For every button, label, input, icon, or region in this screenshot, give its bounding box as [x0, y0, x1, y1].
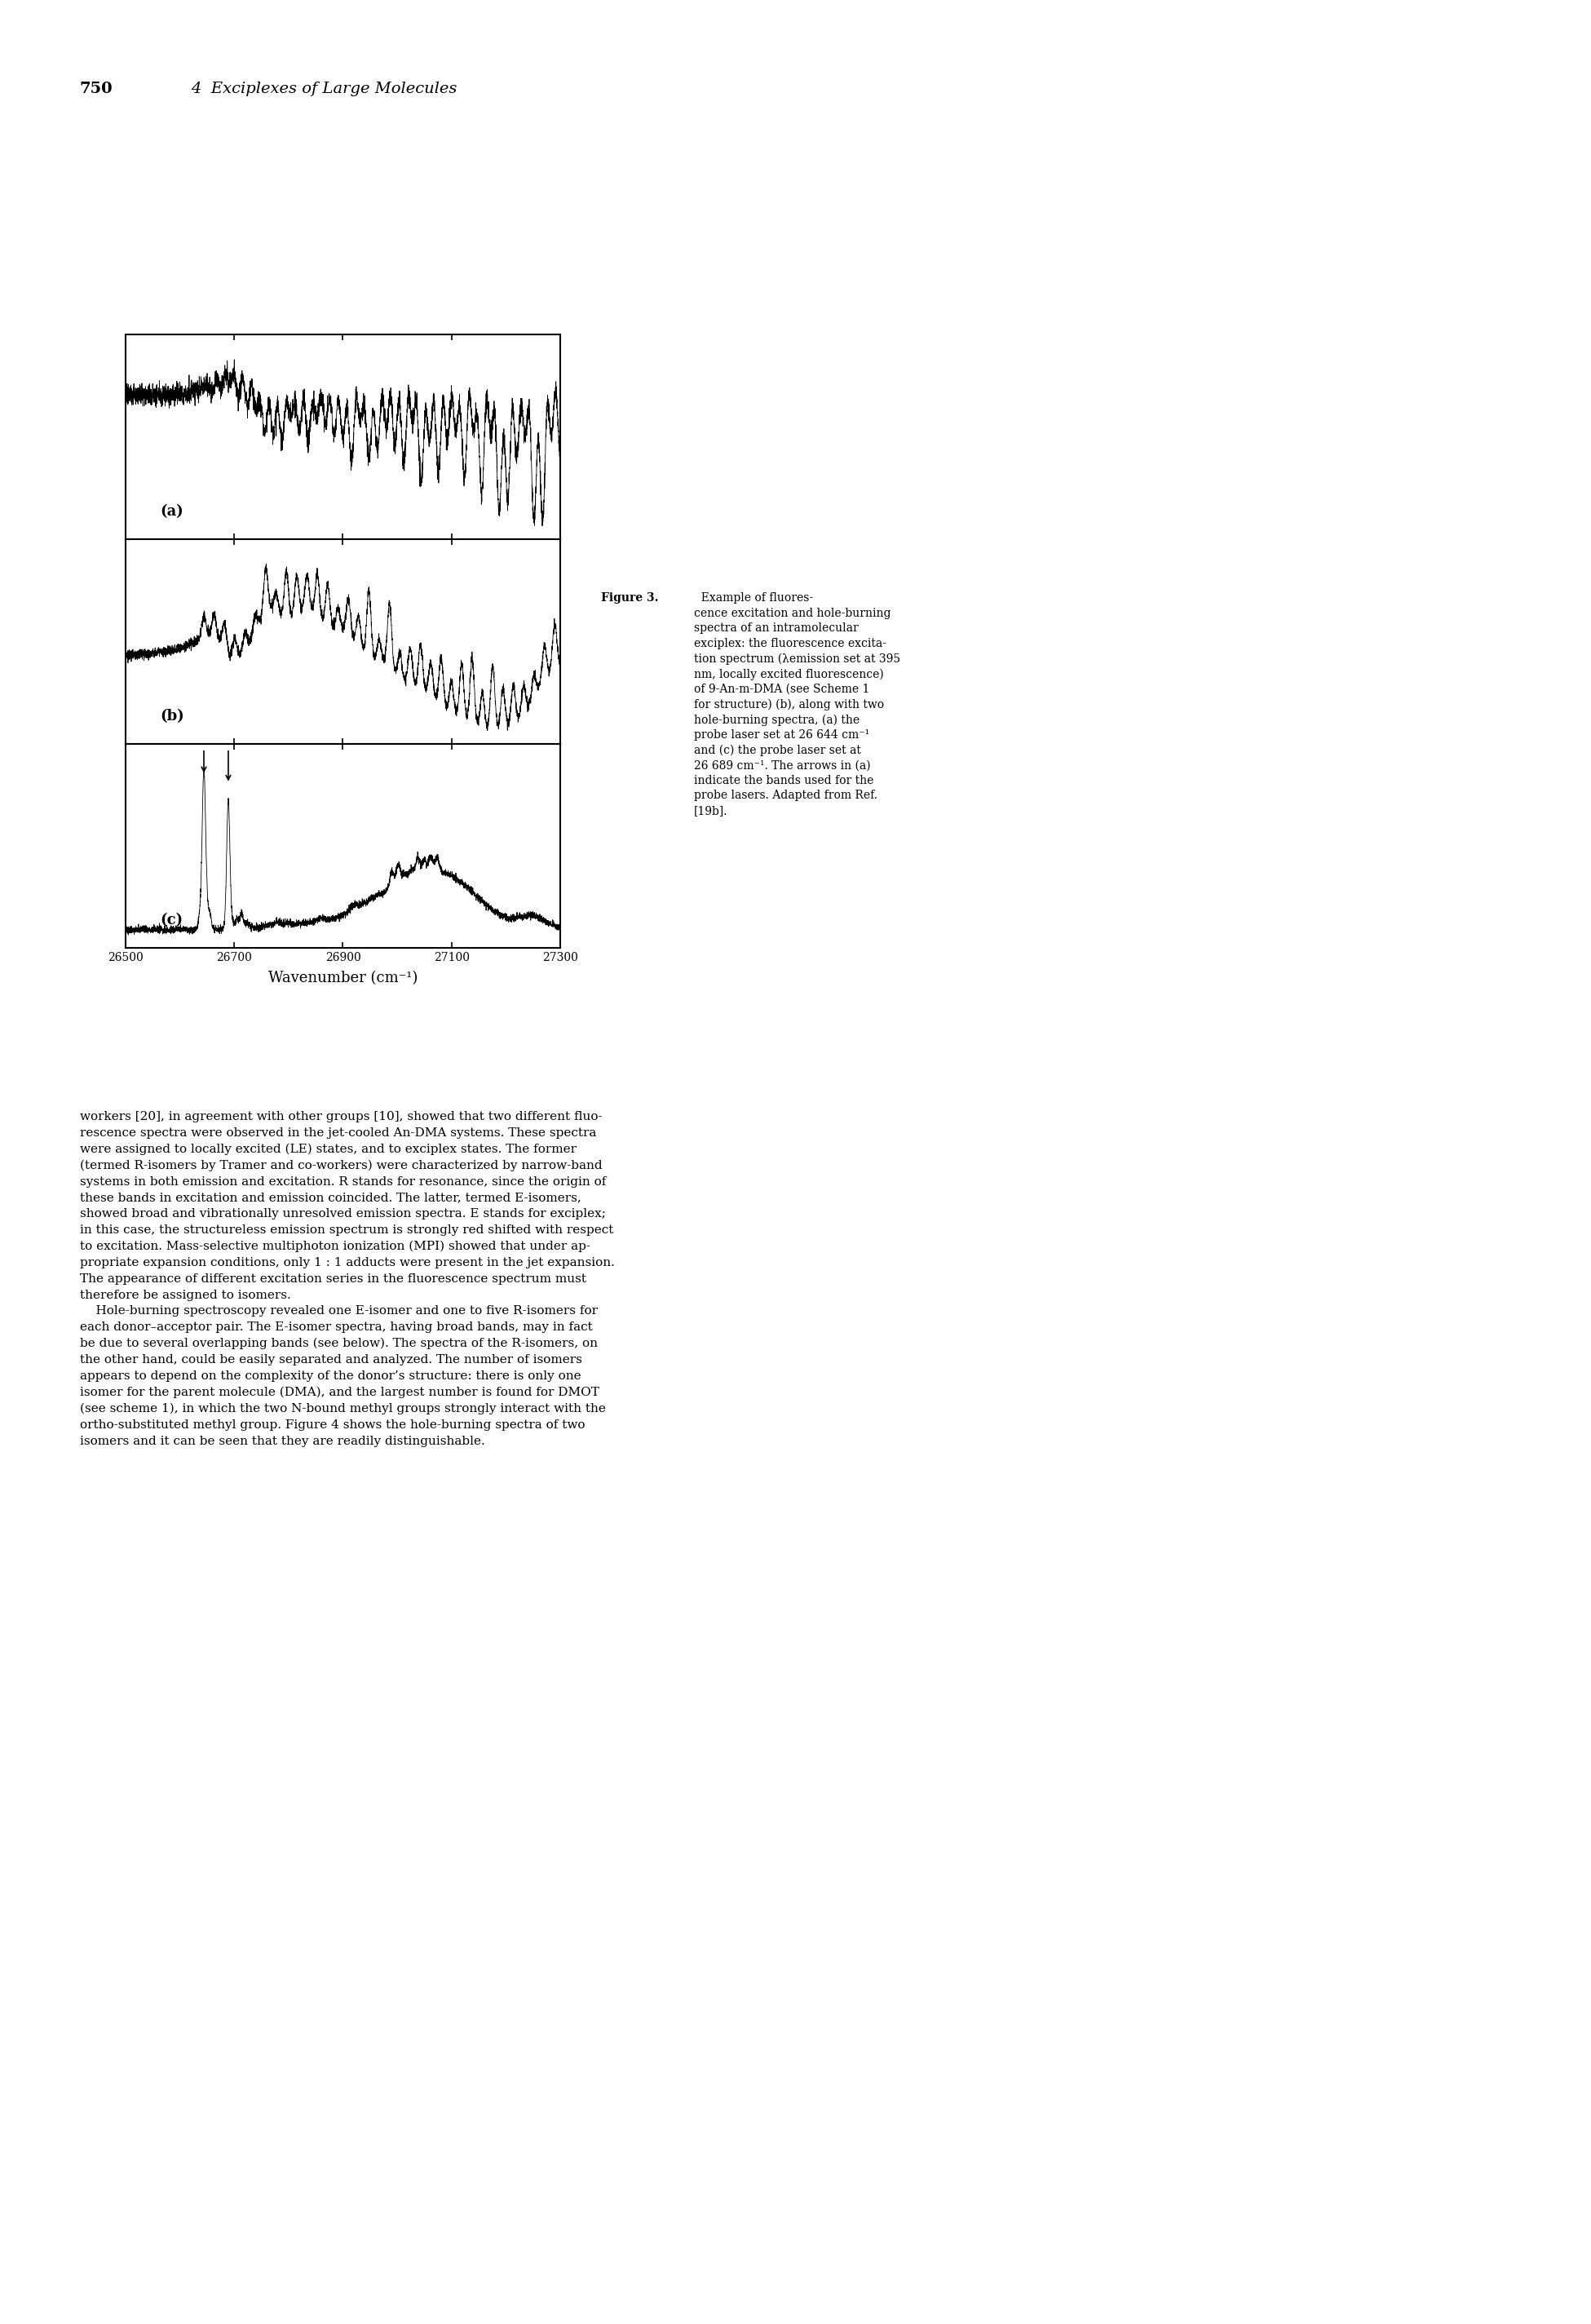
Text: (b): (b): [161, 709, 185, 723]
Text: 4  Exciplexes of Large Molecules: 4 Exciplexes of Large Molecules: [191, 81, 457, 95]
Text: workers [20], in agreement with other groups [10], showed that two different flu: workers [20], in agreement with other gr…: [80, 1111, 614, 1448]
X-axis label: Wavenumber (cm⁻¹): Wavenumber (cm⁻¹): [269, 971, 417, 985]
Text: (c): (c): [161, 913, 183, 927]
Text: Example of fluores-
cence excitation and hole-burning
spectra of an intramolecul: Example of fluores- cence excitation and…: [694, 593, 901, 816]
Text: (a): (a): [161, 504, 185, 518]
Text: Figure 3.: Figure 3.: [601, 593, 659, 604]
Text: 750: 750: [80, 81, 113, 95]
